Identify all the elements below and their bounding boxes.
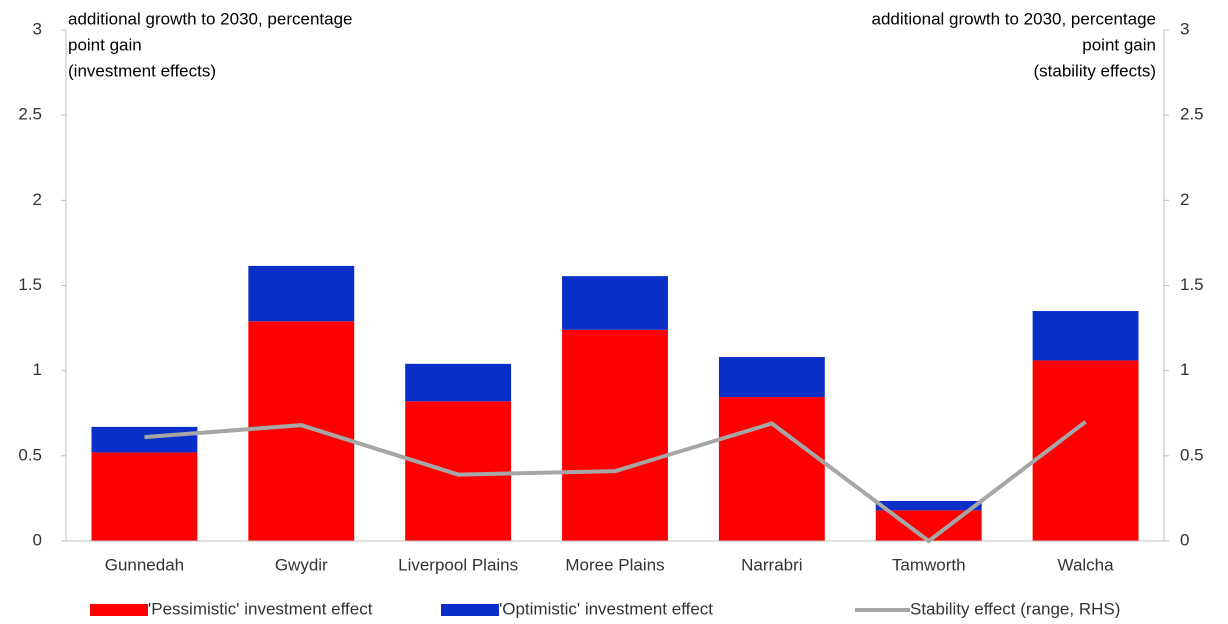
y-label-line: (investment effects) [68, 61, 216, 80]
y2-label-line: point gain [1082, 35, 1156, 54]
x-tick-label: Gunnedah [105, 555, 184, 574]
y2-label-line: (stability effects) [1033, 61, 1156, 80]
x-tick-label: Gwydir [275, 555, 328, 574]
y2-tick-label: 2.5 [1180, 105, 1204, 124]
y2-tick-label: 0.5 [1180, 445, 1204, 464]
bar [718, 357, 825, 398]
x-tick-label: Narrabri [741, 555, 802, 574]
line [144, 420, 1087, 543]
y-tick-label: 1 [33, 360, 42, 379]
bar [562, 329, 668, 541]
bar [562, 276, 668, 330]
bar [718, 397, 825, 541]
legend-label: Stability effect (range, RHS) [910, 599, 1120, 618]
bar [248, 265, 355, 322]
y-tick-label: 2 [33, 190, 42, 209]
bar [91, 426, 198, 453]
y2-tick-label: 3 [1180, 19, 1189, 38]
y-label-line: point gain [68, 35, 142, 54]
y2-tick-label: 0 [1180, 530, 1189, 549]
x-tick-label: Walcha [1058, 555, 1115, 574]
legend-swatch [90, 604, 148, 616]
legend-swatch [441, 604, 499, 616]
y2-tick-label: 1.5 [1180, 275, 1204, 294]
y2-label-line: additional growth to 2030, percentage [872, 9, 1156, 28]
y2-tick-label: 1 [1180, 360, 1189, 379]
y-label-line: additional growth to 2030, percentage [68, 9, 352, 28]
legend-label: 'Pessimistic' investment effect [148, 599, 373, 618]
bar [248, 321, 355, 541]
y-tick-label: 3 [33, 19, 42, 38]
bar [1032, 311, 1139, 361]
bar [405, 363, 512, 402]
y-tick-label: 2.5 [18, 105, 42, 124]
bar [91, 452, 198, 541]
legend-label: 'Optimistic' investment effect [499, 599, 713, 618]
x-tick-label: Moree Plains [565, 555, 664, 574]
bar [875, 500, 982, 511]
y2-tick-label: 2 [1180, 190, 1189, 209]
y-tick-label: 0 [33, 530, 42, 549]
bar [405, 401, 512, 541]
x-tick-label: Liverpool Plains [398, 555, 518, 574]
x-tick-label: Tamworth [892, 555, 966, 574]
y-tick-label: 1.5 [18, 275, 42, 294]
y-tick-label: 0.5 [18, 445, 42, 464]
